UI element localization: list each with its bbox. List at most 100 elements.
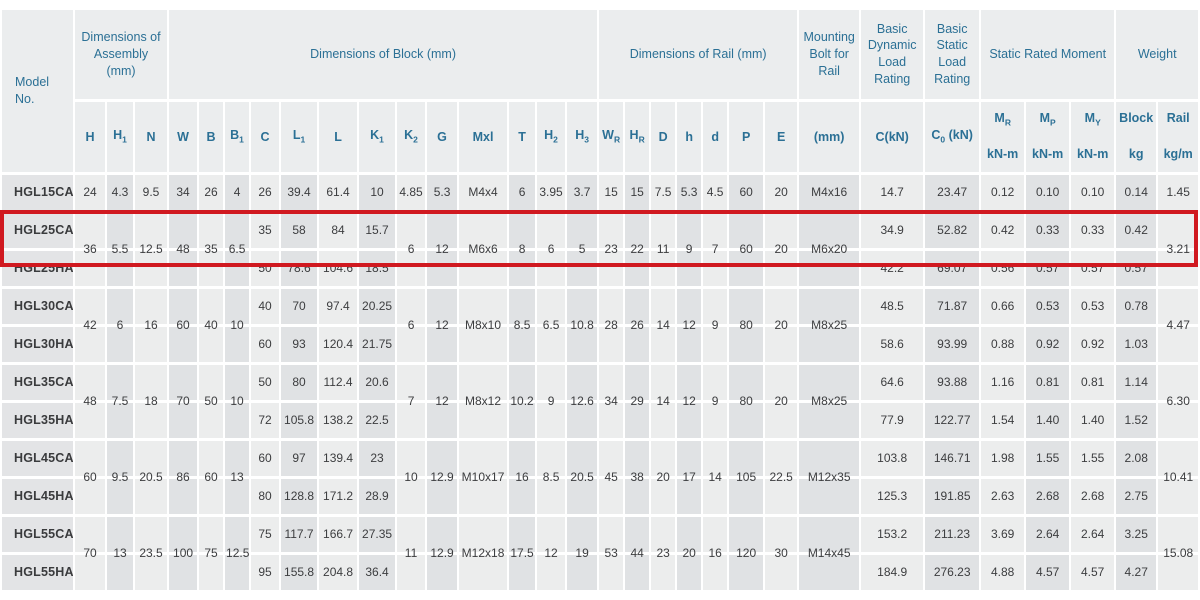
spec-value: 72 [250, 401, 282, 441]
spec-value: 60 [728, 211, 766, 289]
table-row-hgl45ca: HGL45CA 60 9.5 20.5 86 60 13 60 97 139.4 23 10 12.9 M… [2, 439, 1200, 517]
spec-value: 9 [702, 363, 730, 441]
symbol-label: MR [994, 110, 1011, 128]
column-symbol: h [676, 100, 704, 175]
spec-value: 12.5 [134, 211, 170, 289]
column-symbol: C [250, 100, 282, 175]
spec-value: 0.81 [1070, 363, 1117, 403]
spec-value: 95 [250, 553, 282, 593]
column-weight-inner: Block kg [1117, 105, 1155, 169]
spec-value: 4.57 [1025, 553, 1072, 593]
spec-value: M8x10 [458, 287, 510, 365]
spec-value: 3.95 [536, 173, 568, 213]
column-symbol: T [508, 100, 538, 175]
spec-value: 30 [764, 515, 800, 593]
spec-value: 10.8 [566, 287, 600, 365]
spec-value: 1.14 [1115, 363, 1159, 403]
column-moment-inner: MP kN-m [1027, 105, 1068, 169]
spec-value: M8x12 [458, 363, 510, 441]
spec-value: 4.88 [980, 553, 1027, 593]
spec-value: 97 [280, 439, 320, 479]
spec-value: 50 [198, 363, 226, 441]
spec-value: 0.10 [1070, 173, 1117, 213]
spec-value: 0.57 [1115, 249, 1159, 289]
spec-value: 20 [764, 363, 800, 441]
group-header-static-moment: Static Rated Moment [980, 10, 1117, 102]
spec-value: M4x4 [458, 173, 510, 213]
spec-value: 23 [598, 211, 626, 289]
spec-value: M6x6 [458, 211, 510, 289]
spec-value: 80 [728, 287, 766, 365]
spec-value: 155.8 [280, 553, 320, 593]
spec-value: 20 [650, 439, 678, 517]
spec-value: 15.7 [358, 211, 398, 251]
spec-value: 1.55 [1025, 439, 1072, 479]
spec-value: 5.3 [426, 173, 460, 213]
spec-value: 5.3 [676, 173, 704, 213]
spec-value: 40 [250, 287, 282, 327]
spec-value: 58 [280, 211, 320, 251]
spec-value: 0.92 [1070, 325, 1117, 365]
spec-value: 1.40 [1025, 401, 1072, 441]
spec-value: 166.7 [318, 515, 360, 555]
spec-value: 53 [598, 515, 626, 593]
symbol-label: MP [1039, 110, 1056, 128]
model-name: HGL35CA [2, 363, 75, 403]
spec-value: 211.23 [924, 515, 982, 555]
spec-value: 69.07 [924, 249, 982, 289]
spec-value: 93 [280, 325, 320, 365]
spec-value: 2.63 [980, 477, 1027, 517]
column-header-model-no: Model No. [2, 10, 75, 175]
spec-value: 58.6 [860, 325, 926, 365]
spec-value: 7.5 [106, 363, 135, 441]
spec-value: 9 [536, 363, 568, 441]
spec-value: 0.88 [980, 325, 1027, 365]
spec-value: 3.21 [1157, 211, 1200, 289]
spec-value: 1.03 [1115, 325, 1159, 365]
spec-value: 15.08 [1157, 515, 1200, 593]
spec-value: 34 [168, 173, 200, 213]
spec-value: 120.4 [318, 325, 360, 365]
spec-value: 2.75 [1115, 477, 1159, 517]
spec-value: 16 [508, 439, 538, 517]
header-group-row: Model No. Dimensions of Assembly (mm) Di… [2, 10, 1200, 175]
column-symbol: E [764, 100, 800, 175]
spec-value: 2.64 [1070, 515, 1117, 555]
spec-value: 48 [168, 211, 200, 289]
spec-value: 5 [566, 211, 600, 289]
column-symbol: D [650, 100, 678, 175]
spec-value: 18 [134, 363, 170, 441]
spec-value: 23.47 [924, 173, 982, 213]
spec-value: 39.4 [280, 173, 320, 213]
spec-value: 9 [702, 287, 730, 365]
spec-value: 34 [598, 363, 626, 441]
spec-value: 60 [168, 287, 200, 365]
group-header-dynamic-load: Basic Dynamic Load Rating [860, 10, 926, 102]
spec-value: 171.2 [318, 477, 360, 517]
spec-value: 0.92 [1025, 325, 1072, 365]
spec-value: 7.5 [650, 173, 678, 213]
spec-value: 104.6 [318, 249, 360, 289]
spec-value: 12 [536, 515, 568, 593]
spec-value: 3.7 [566, 173, 600, 213]
column-moment: MY kN-m [1070, 100, 1117, 175]
column-symbol: B [198, 100, 226, 175]
table-row-hgl55ha: HGL55HA 95 155.8 204.8 36.4 184.9 276.23 4.88 4.… [2, 553, 1199, 593]
spec-value: 12 [426, 287, 460, 365]
spec-value: 0.56 [980, 249, 1027, 289]
spec-value: 0.10 [1025, 173, 1072, 213]
table-row-hgl30ca: HGL30CA 42 6 16 60 40 10 40 70 97.4 20.25 6 12 M8x10 8… [2, 287, 1200, 365]
group-header-rail: Dimensions of Rail (mm) [598, 10, 800, 102]
spec-value: 19 [566, 515, 600, 593]
spec-value: 77.9 [860, 401, 926, 441]
column-symbol: HR [624, 100, 652, 175]
spec-value: 184.9 [860, 553, 926, 593]
spec-value: 2.64 [1025, 515, 1072, 555]
column-moment-inner: MY kN-m [1072, 105, 1113, 169]
model-name: HGL25CA [2, 211, 75, 251]
spec-value: 139.4 [318, 439, 360, 479]
column-symbol: K2 [396, 100, 428, 175]
spec-value: 4.5 [702, 173, 730, 213]
spec-value: 64.6 [860, 363, 926, 403]
